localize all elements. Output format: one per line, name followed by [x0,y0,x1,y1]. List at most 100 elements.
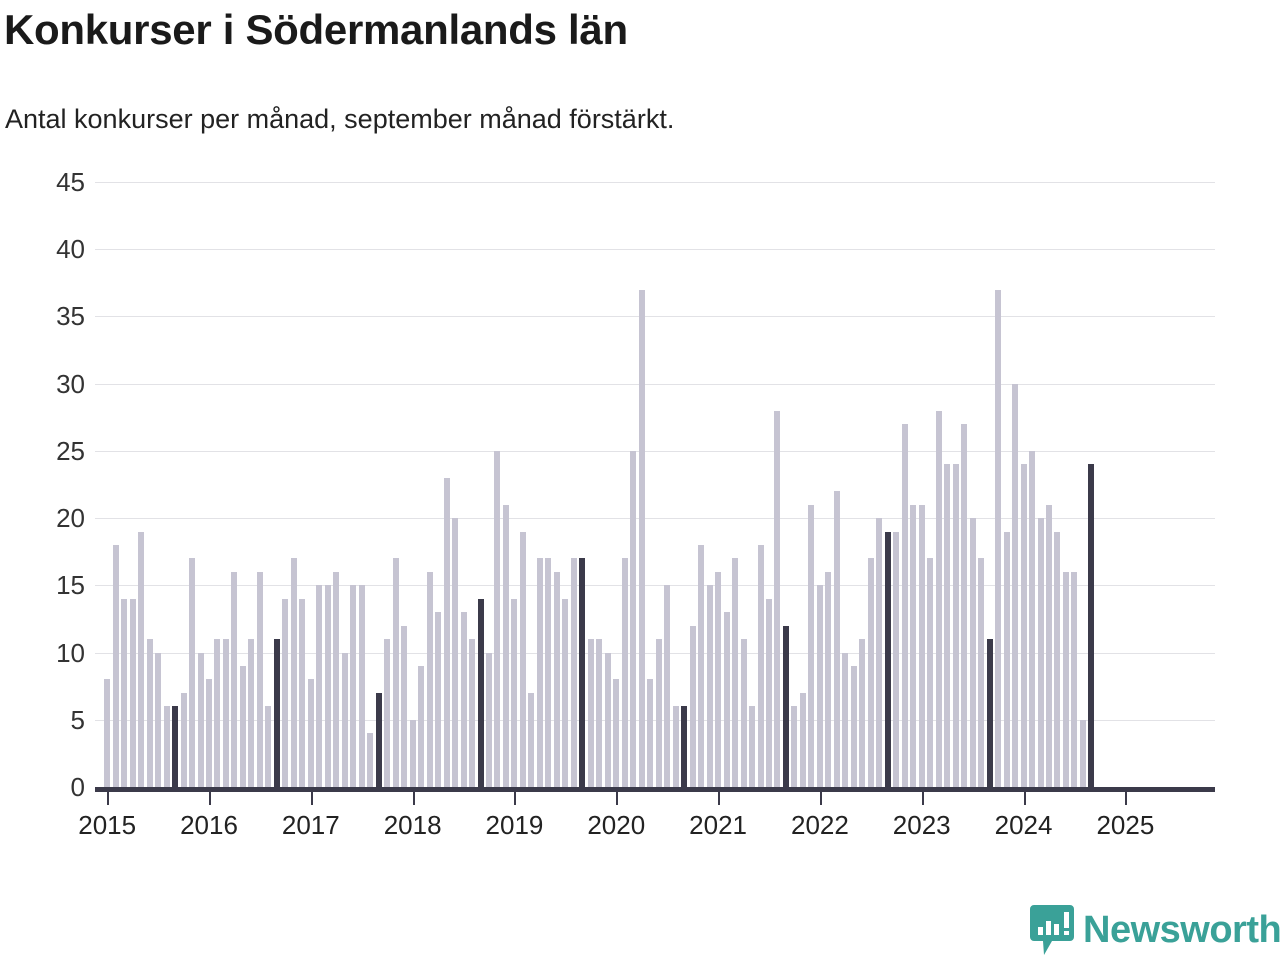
bar-month [935,410,942,787]
bar-month [536,558,543,787]
bar-month [808,504,815,787]
bar-month [816,585,823,787]
bar-month [638,289,645,787]
y-axis-tick-label: 35 [56,301,85,332]
x-axis-tick-label: 2022 [790,810,849,840]
y-axis-tick-label: 5 [70,704,85,735]
bar-month [1054,531,1061,787]
y-axis-tick-label: 30 [56,368,85,399]
bar-month [1079,719,1086,787]
bar-month [1029,450,1036,787]
bar-month [1020,464,1027,787]
bar-month [833,491,840,787]
bar-month [112,545,119,787]
gridline [95,518,1215,520]
bar-month [740,639,747,787]
x-axis-tick [616,792,619,805]
bar-month [367,733,374,787]
bar-month [138,531,145,787]
bar-month [1037,518,1044,787]
bar-month [299,598,306,787]
bar-month [587,639,594,787]
bar-month [1046,504,1052,787]
y-axis-tick-label: 10 [56,637,85,668]
bar-month [621,558,628,787]
bar-month [231,571,238,787]
x-axis-tick-label: 2021 [689,810,748,840]
x-axis-tick-label: 2025 [1096,810,1155,840]
bar-month [324,585,331,787]
bar-month [1062,571,1069,787]
bar-month [647,679,654,787]
bar-month [698,545,705,787]
newsworthy-logo[interactable]: Newsworthy [1030,905,1280,955]
bar-month [307,679,314,787]
bar-month [265,706,272,787]
bar-month [519,531,526,787]
bar-month [248,639,255,787]
bar-month [486,652,492,787]
y-axis-tick-label: 0 [70,772,85,802]
bar-month [494,450,501,787]
gridline [95,249,1215,251]
bar-month [766,598,772,787]
bar-month [969,518,976,787]
bar-month [189,558,196,787]
gridline [95,383,1215,385]
bar-month [163,706,170,787]
x-axis-tick [412,792,415,805]
bar-september [579,558,586,787]
bar-month [715,571,722,787]
chart-bars [95,182,1215,787]
bar-month [910,504,917,787]
bar-month [978,558,985,787]
bar-month [333,571,340,787]
x-axis-tick-label: 2018 [383,810,442,840]
bar-month [256,571,263,787]
bar-month [562,598,569,787]
bar-month [350,585,357,787]
x-axis-tick-label: 2024 [994,810,1053,840]
y-axis-tick-label: 20 [56,503,85,534]
bar-month [511,598,518,787]
bar-month [825,571,832,787]
x-axis-tick-label: 2023 [892,810,951,840]
bar-month [613,679,620,787]
gridline [95,182,1215,183]
bar-month [842,652,849,787]
bar-month [206,679,212,787]
x-axis-tick [819,792,822,805]
chart-gridlines [95,182,1215,787]
x-axis-tick [514,792,517,805]
bar-september [681,706,688,787]
brand-name: Newsworthy [1083,909,1280,951]
bar-month [706,585,713,787]
bar-month [901,424,908,787]
bar-september [1088,464,1095,787]
bar-month [664,585,671,787]
bar-month [290,558,297,787]
bar-september [782,625,789,787]
bar-month [1003,531,1010,787]
bar-month [222,639,229,787]
bar-month [104,679,111,787]
bar-month [528,692,535,787]
bar-month [384,639,391,787]
bar-month [214,639,221,787]
bar-month [850,666,857,787]
bar-month [799,692,806,787]
gridline [95,719,1215,721]
x-axis-tick [1125,792,1128,805]
bar-month [774,410,781,787]
bar-month [918,504,925,787]
bar-month [418,666,425,787]
x-axis-tick [718,792,721,805]
x-axis-tick-label: 2016 [180,810,238,840]
x-axis-tick [107,792,110,805]
bar-month [553,571,560,787]
bar-month [180,692,187,787]
bar-month [749,706,756,787]
bar-month [596,639,603,787]
x-axis-tick-label: 2015 [78,810,137,840]
bar-chart: 0 5 10 15 20 25 30 35 40 45 2015 2016 2017 2018 2019 2… [0,160,1280,840]
